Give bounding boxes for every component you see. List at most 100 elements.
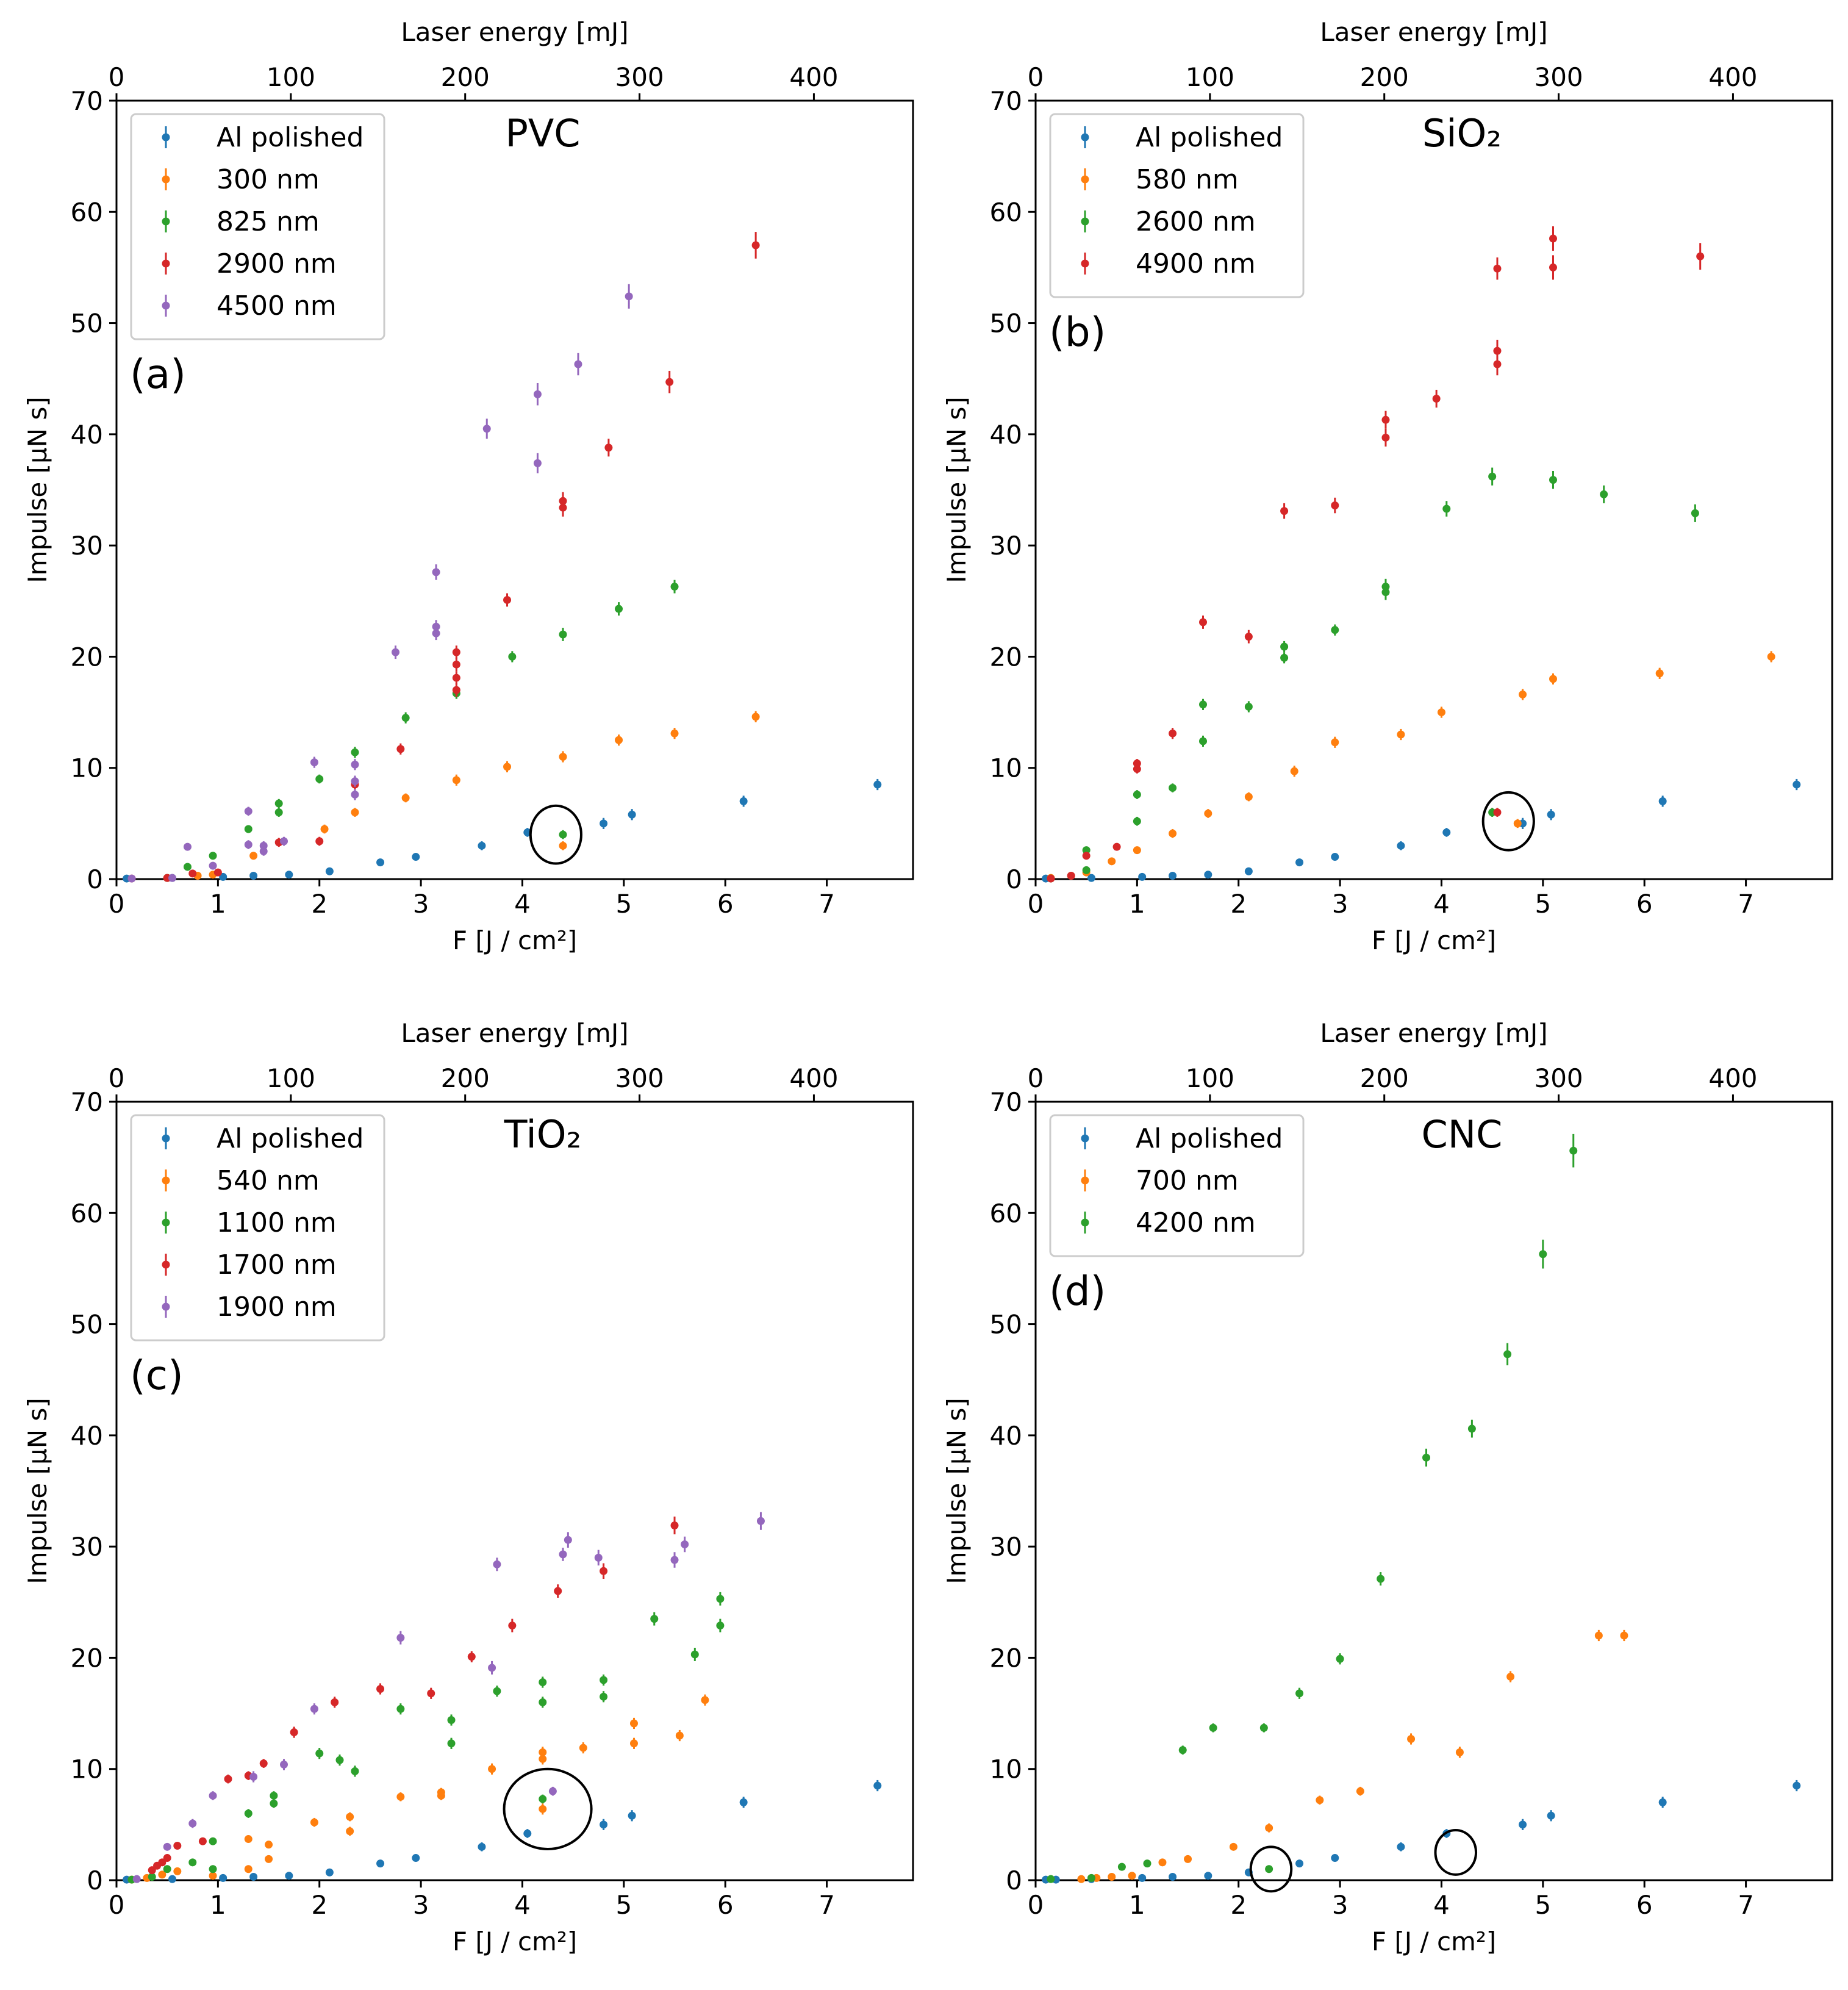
- legend-box: [1049, 113, 1305, 298]
- highlight-circle: [1249, 1845, 1293, 1893]
- x-tick-label: 6: [717, 1890, 734, 1920]
- data-point: [1488, 472, 1497, 481]
- data-point: [1290, 767, 1298, 775]
- data-point: [467, 1653, 476, 1661]
- top-tick-label: 200: [441, 1063, 490, 1093]
- series-3: [163, 580, 679, 882]
- data-point: [198, 1837, 207, 1845]
- y-tick-label: 60: [71, 197, 103, 227]
- y-tick-label: 10: [990, 1755, 1022, 1784]
- series-2: [163, 711, 760, 882]
- top-tick-label: 100: [267, 62, 315, 92]
- data-point: [488, 1765, 496, 1773]
- y-tick-label: 40: [990, 1421, 1022, 1451]
- top-tick-label: 300: [1534, 62, 1583, 92]
- legend-label: 580 nm: [1136, 164, 1239, 195]
- y-tick-label: 0: [87, 864, 103, 894]
- data-point: [351, 777, 359, 786]
- y-tick-label: 70: [990, 86, 1022, 116]
- data-point: [320, 825, 329, 833]
- legend-label: 700 nm: [1136, 1165, 1239, 1196]
- x-tick-label: 4: [1433, 1890, 1450, 1920]
- data-point: [1108, 1873, 1116, 1881]
- top-axis-label: Laser energy [mJ]: [401, 1018, 628, 1048]
- top-tick-label: 0: [1028, 1063, 1044, 1093]
- x-tick-label: 7: [818, 1890, 835, 1920]
- data-point: [285, 1872, 293, 1880]
- data-point: [503, 763, 512, 771]
- data-point: [1295, 1859, 1304, 1868]
- x-tick-label: 0: [1028, 1890, 1044, 1920]
- data-point: [274, 808, 283, 817]
- legend-marker: [162, 301, 170, 310]
- data-point: [1108, 857, 1116, 866]
- data-point: [396, 1634, 405, 1642]
- data-point: [478, 1842, 486, 1851]
- data-point: [1422, 1453, 1431, 1462]
- highlight-circle: [503, 1767, 593, 1850]
- y-tick-label: 30: [71, 1532, 103, 1562]
- highlight-circle: [529, 804, 582, 865]
- data-point: [1547, 1811, 1555, 1820]
- data-point: [1082, 846, 1091, 855]
- legend-marker: [162, 1134, 170, 1143]
- series-4: [148, 1516, 679, 1875]
- panel-label: (a): [130, 351, 186, 398]
- data-point: [1331, 738, 1339, 747]
- data-point: [1067, 872, 1075, 880]
- y-axis-label: Impulse [μN s]: [23, 1398, 52, 1584]
- data-point: [1112, 842, 1121, 851]
- data-point: [274, 799, 283, 808]
- data-point: [539, 1755, 547, 1763]
- y-tick-label: 20: [990, 642, 1022, 672]
- data-point: [351, 748, 359, 756]
- data-point: [600, 1567, 608, 1575]
- data-point: [163, 1854, 171, 1862]
- data-point: [351, 790, 359, 799]
- data-point: [1549, 476, 1557, 484]
- data-point: [716, 1622, 725, 1630]
- data-point: [1549, 675, 1557, 683]
- data-point: [670, 1556, 679, 1564]
- y-axis-label: Impulse [μN s]: [942, 397, 972, 583]
- series-1: [123, 1780, 882, 1884]
- x-tick-label: 5: [1535, 889, 1551, 919]
- data-point: [1169, 829, 1177, 838]
- data-point: [209, 852, 217, 860]
- data-point: [259, 841, 268, 850]
- legend-label: 300 nm: [217, 164, 320, 195]
- data-point: [559, 830, 567, 839]
- legend-marker: [162, 1176, 170, 1185]
- data-point: [1169, 872, 1177, 880]
- data-point: [168, 1875, 177, 1883]
- y-tick-label: 0: [1006, 864, 1022, 894]
- data-point: [615, 736, 623, 744]
- panel-title: SiO₂: [1422, 111, 1502, 156]
- plot-frame: [115, 1101, 914, 1881]
- data-point: [1549, 263, 1557, 271]
- legend-marker: [162, 217, 170, 226]
- data-point: [739, 1798, 748, 1806]
- data-point: [401, 794, 410, 802]
- legend-marker: [1081, 175, 1089, 184]
- data-point: [265, 1855, 273, 1863]
- data-point: [873, 780, 882, 789]
- data-point: [548, 1787, 557, 1795]
- data-point: [1117, 1862, 1126, 1871]
- data-point: [244, 1809, 252, 1818]
- data-point: [1600, 490, 1608, 498]
- y-tick-label: 40: [71, 1421, 103, 1451]
- data-point: [213, 868, 222, 877]
- data-point: [559, 630, 567, 639]
- legend-label: 1700 nm: [217, 1249, 337, 1281]
- data-point: [1047, 1875, 1055, 1883]
- data-point: [335, 1756, 344, 1764]
- data-point: [452, 776, 460, 785]
- data-point: [1467, 1424, 1476, 1433]
- legend-box: [130, 1114, 385, 1342]
- data-point: [1397, 841, 1405, 850]
- data-point: [1133, 817, 1141, 825]
- top-tick-label: 400: [789, 1063, 838, 1093]
- legend-label: 540 nm: [217, 1165, 320, 1196]
